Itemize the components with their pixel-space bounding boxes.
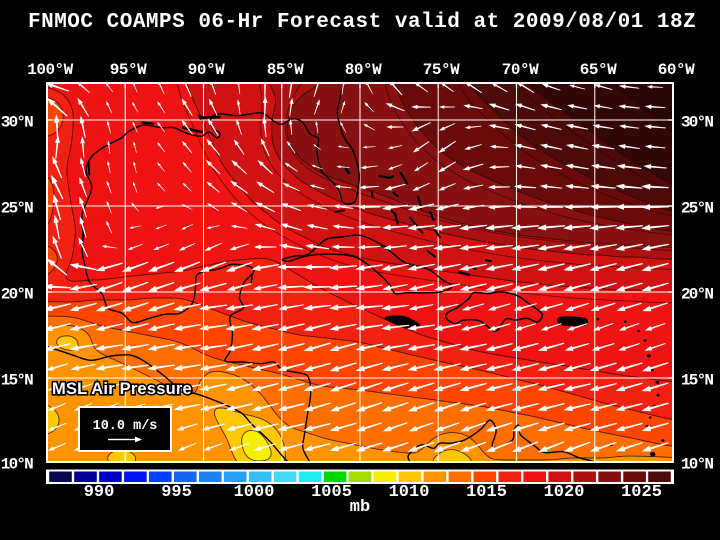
svg-text:10.0 m/s: 10.0 m/s [93,419,158,434]
svg-text:MSL Air Pressure: MSL Air Pressure [52,380,192,398]
